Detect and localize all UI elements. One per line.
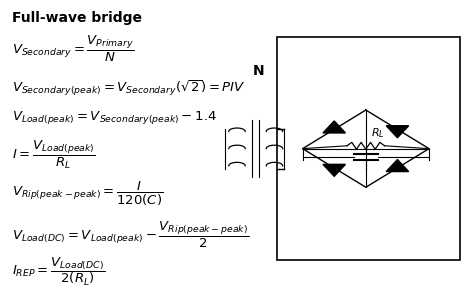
Text: $V_{Load(peak)} = V_{Secondary(peak)} - 1.4$: $V_{Load(peak)} = V_{Secondary(peak)} - …: [12, 109, 217, 126]
Text: $V_{Rip(peak-peak)} = \dfrac{I}{120(C)}$: $V_{Rip(peak-peak)} = \dfrac{I}{120(C)}$: [12, 180, 164, 208]
Text: $V_{Secondary} = \dfrac{V_{Primary}}{N}$: $V_{Secondary} = \dfrac{V_{Primary}}{N}$: [12, 34, 134, 64]
Polygon shape: [386, 160, 409, 172]
Text: $I = \dfrac{V_{Load(peak)}}{R_L}$: $I = \dfrac{V_{Load(peak)}}{R_L}$: [12, 138, 96, 171]
Text: Full-wave bridge: Full-wave bridge: [12, 11, 142, 25]
Polygon shape: [323, 121, 346, 133]
Polygon shape: [323, 164, 346, 176]
Text: $V_{Secondary(peak)} = V_{Secondary}(\sqrt{2}) = PIV$: $V_{Secondary(peak)} = V_{Secondary}(\sq…: [12, 79, 246, 98]
Text: $R_L$: $R_L$: [371, 126, 384, 140]
Text: N: N: [252, 64, 264, 78]
Text: $V_{Load(DC)} = V_{Load(peak)} - \dfrac{V_{Rip(peak-peak)}}{2}$: $V_{Load(DC)} = V_{Load(peak)} - \dfrac{…: [12, 219, 249, 250]
Bar: [277, 37, 459, 260]
Text: $I_{REP} = \dfrac{V_{Load(DC)}}{2(R_L)}$: $I_{REP} = \dfrac{V_{Load(DC)}}{2(R_L)}$: [12, 255, 105, 288]
Polygon shape: [386, 126, 409, 138]
